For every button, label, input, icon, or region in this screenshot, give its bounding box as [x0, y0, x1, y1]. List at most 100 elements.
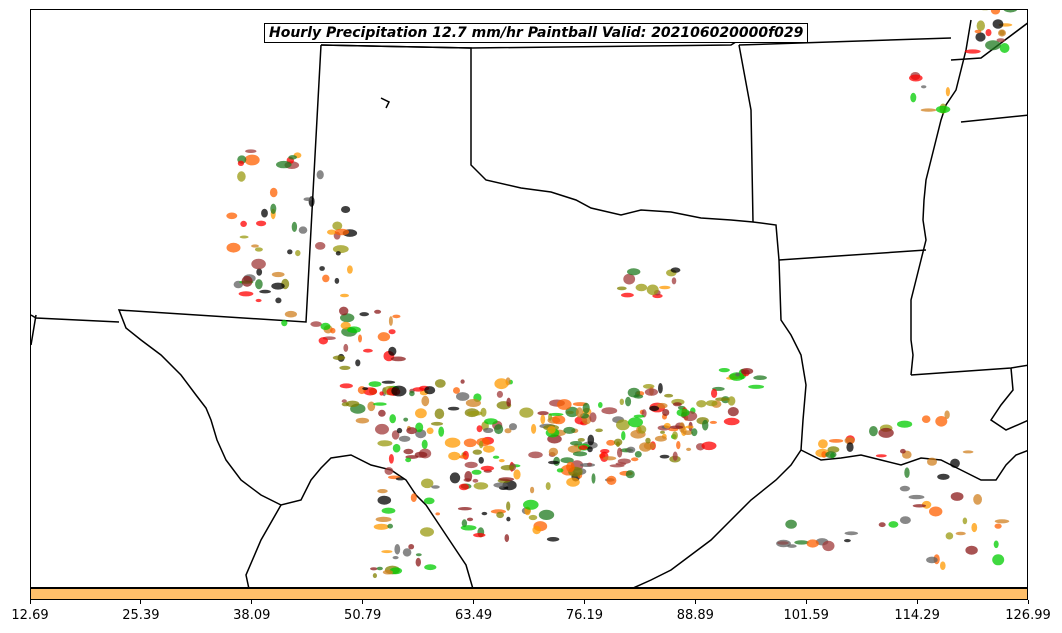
- precip-paintball: [985, 29, 992, 37]
- precip-paintball: [492, 455, 500, 459]
- precip-paintball: [899, 516, 911, 524]
- mo-ar-line: [738, 37, 952, 46]
- precip-paintball: [548, 412, 564, 416]
- colorbar-tick-label: 88.89: [676, 608, 714, 623]
- precip-paintball: [476, 437, 491, 447]
- precip-paintball: [748, 384, 765, 389]
- precip-paintball: [403, 448, 414, 455]
- precip-paintball: [479, 440, 484, 449]
- precip-paintball: [878, 427, 894, 438]
- precip-paintball: [269, 187, 278, 198]
- precip-paintball: [506, 501, 511, 511]
- ok-panhandle-small-lake: [380, 97, 391, 109]
- precip-paintball: [483, 427, 494, 433]
- precip-paintball: [395, 477, 405, 481]
- precip-paintball: [531, 423, 537, 434]
- precip-paintball: [461, 519, 468, 528]
- precip-paintball: [481, 511, 488, 516]
- precip-paintball: [255, 298, 262, 303]
- precip-paintball: [284, 310, 297, 318]
- precip-paintball: [617, 458, 631, 464]
- precip-paintball: [575, 407, 584, 418]
- precip-paintball: [563, 426, 576, 434]
- precip-paintball: [448, 451, 461, 461]
- precip-paintball: [415, 553, 422, 557]
- precip-paintball: [617, 447, 623, 458]
- precip-paintball: [381, 550, 393, 554]
- precip-paintball: [288, 155, 298, 160]
- precip-paintball: [504, 534, 510, 543]
- precip-paintball: [662, 409, 670, 416]
- map-canvas[interactable]: [31, 10, 1028, 588]
- precip-paintball: [935, 105, 951, 114]
- precip-paintball: [498, 477, 515, 482]
- precip-paintball: [643, 442, 656, 450]
- precip-paintball: [379, 391, 384, 396]
- precip-paintball: [421, 439, 428, 449]
- precip-paintball: [633, 414, 645, 418]
- map-title: Hourly Precipitation 12.7 mm/hr Paintbal…: [264, 23, 809, 43]
- colorbar-tick-mark: [473, 600, 475, 604]
- precip-paintball: [460, 379, 465, 384]
- precip-paintball: [921, 415, 931, 424]
- precip-paintball: [245, 149, 257, 153]
- precip-paintball: [347, 265, 353, 274]
- colorbar-tick-mark: [29, 600, 31, 604]
- precip-paintball: [498, 459, 505, 463]
- state-boundaries: [31, 19, 1027, 587]
- precip-paintball: [625, 396, 632, 407]
- precip-paintball: [727, 396, 736, 406]
- precip-paintball: [682, 430, 694, 436]
- precip-paintball: [686, 447, 692, 451]
- precip-paintball: [431, 485, 440, 489]
- ms-al-line: [960, 114, 1027, 123]
- precip-paintball: [950, 492, 964, 501]
- precip-paintball: [438, 426, 445, 437]
- precip-paintball: [392, 314, 401, 319]
- precip-paintball: [390, 356, 406, 362]
- precip-paintball: [702, 419, 709, 431]
- precip-paintball: [705, 400, 718, 407]
- precip-paintball: [912, 504, 927, 508]
- precip-paintball: [626, 446, 636, 453]
- precip-paintball: [950, 458, 960, 468]
- precip-paintball: [579, 463, 596, 467]
- precip-paintball: [635, 283, 648, 292]
- precip-paintball: [1003, 10, 1018, 13]
- precip-paintball: [999, 43, 1010, 53]
- precip-paintball: [322, 274, 330, 283]
- precip-paintball: [964, 49, 981, 54]
- map-frame[interactable]: Hourly Precipitation 12.7 mm/hr Paintbal…: [30, 9, 1028, 588]
- precip-paintball: [388, 454, 394, 464]
- colorbar-tick-mark: [1027, 600, 1029, 604]
- precip-paintball: [670, 267, 681, 273]
- precip-paintball: [466, 517, 474, 522]
- co-line: [31, 314, 37, 346]
- precip-paintball: [973, 494, 982, 505]
- precip-paintball: [528, 451, 543, 459]
- precip-paintball: [398, 435, 411, 442]
- precip-paintball: [844, 539, 851, 543]
- precip-paintball: [414, 451, 428, 458]
- precip-paintball: [921, 85, 927, 89]
- precip-paintball: [316, 170, 324, 180]
- precip-paintball: [663, 422, 671, 429]
- precip-paintball: [927, 457, 937, 466]
- precip-paintball: [685, 425, 694, 429]
- precip-paintball: [619, 398, 624, 405]
- precip-paintball: [391, 430, 400, 440]
- precip-paintball: [310, 321, 322, 327]
- precip-paintball: [587, 446, 593, 453]
- precip-paintball: [672, 402, 682, 407]
- precip-paintball: [496, 511, 504, 519]
- precip-paintball: [381, 507, 396, 514]
- precip-paintball: [897, 420, 913, 428]
- precip-paintball: [945, 87, 951, 97]
- precip-paintball: [374, 309, 382, 314]
- precip-paintball: [367, 401, 376, 412]
- precip-paintball: [447, 406, 460, 411]
- precip-paintball: [935, 416, 948, 427]
- precip-paintball: [463, 438, 477, 448]
- precip-paintball: [330, 327, 336, 334]
- precip-paintball: [625, 470, 635, 479]
